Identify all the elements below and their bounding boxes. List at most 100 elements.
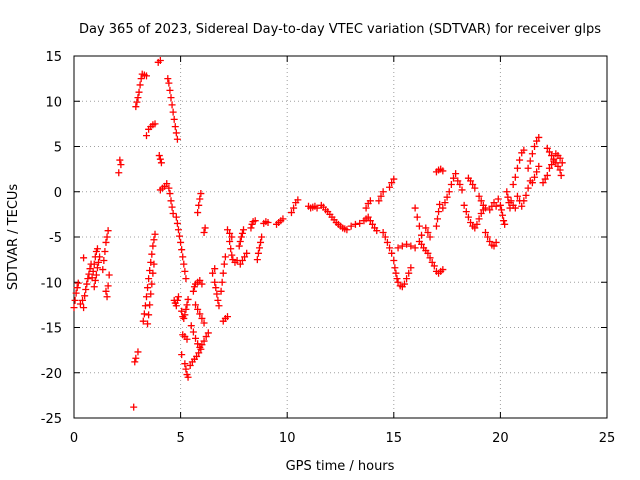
data-point: [418, 240, 426, 248]
y-tick-labels: -25 -20 -15 -10 -5 0 5 10 15: [41, 50, 62, 427]
data-point: [507, 197, 515, 205]
data-point: [531, 143, 539, 150]
data-point: [413, 213, 421, 221]
data-point: [477, 197, 485, 205]
data-point: [467, 177, 475, 185]
data-point: [224, 313, 232, 321]
data-point: [422, 224, 430, 232]
data-point: [236, 260, 244, 268]
data-point: [80, 304, 88, 312]
data-point: [375, 197, 383, 205]
data-point: [535, 133, 543, 141]
data-point: [169, 108, 177, 116]
data-point: [501, 220, 509, 228]
data-point: [116, 156, 124, 164]
data-point: [172, 213, 180, 221]
data-point: [356, 219, 364, 227]
y-tick-label: -5: [49, 231, 62, 246]
data-point: [528, 179, 536, 187]
data-point: [439, 204, 447, 212]
data-point: [100, 257, 108, 265]
data-point: [531, 173, 539, 181]
data-point: [219, 269, 227, 277]
data-point: [524, 164, 532, 172]
data-point: [238, 257, 246, 265]
data-point: [165, 184, 173, 192]
data-point: [194, 209, 202, 217]
data-point: [92, 271, 100, 279]
data-point: [180, 260, 188, 268]
data-point: [469, 181, 477, 189]
data-point: [196, 276, 204, 284]
data-point: [192, 301, 200, 309]
data-point: [96, 253, 104, 261]
data-point: [147, 290, 155, 298]
data-point: [394, 244, 402, 252]
data-point: [81, 292, 89, 300]
data-point: [139, 317, 147, 325]
data-point: [504, 193, 512, 201]
data-point: [503, 188, 511, 196]
data-point: [426, 254, 434, 262]
data-point: [181, 360, 189, 368]
data-point: [167, 94, 175, 102]
data-point: [254, 249, 262, 257]
data-point: [136, 81, 144, 89]
data-point: [471, 184, 479, 192]
y-tick-label: 15: [45, 50, 62, 65]
data-point: [211, 278, 219, 286]
data-point: [492, 238, 500, 246]
data-point: [99, 266, 107, 274]
y-tick-label: 10: [45, 95, 62, 110]
data-point: [386, 244, 394, 252]
data-point: [226, 238, 234, 246]
data-point: [386, 183, 394, 191]
data-point: [102, 238, 110, 246]
data-point: [189, 328, 197, 336]
data-point: [418, 231, 426, 239]
data-point: [247, 224, 255, 232]
data-point: [227, 245, 235, 253]
data-point: [290, 204, 298, 212]
data-point: [464, 213, 472, 221]
data-point: [264, 219, 272, 227]
data-point: [84, 275, 92, 283]
data-point: [224, 226, 232, 234]
data-point: [165, 79, 173, 87]
data-point: [545, 148, 553, 156]
data-point: [522, 191, 530, 199]
data-point: [533, 137, 541, 145]
data-point: [390, 175, 398, 183]
data-point: [257, 238, 265, 246]
data-point: [509, 181, 517, 189]
data-point: [104, 282, 112, 290]
data-point: [172, 302, 180, 310]
data-point: [196, 195, 204, 203]
data-point: [164, 75, 172, 83]
data-point: [343, 226, 351, 234]
data-point: [104, 227, 112, 235]
data-point: [279, 215, 287, 223]
data-point: [182, 305, 190, 313]
data-point: [255, 244, 263, 252]
data-point: [426, 233, 434, 241]
data-point: [89, 267, 97, 275]
data-point: [500, 217, 508, 225]
data-point: [146, 301, 154, 309]
data-point: [103, 233, 111, 241]
data-point: [90, 283, 98, 291]
data-point: [524, 184, 532, 192]
data-point: [556, 154, 564, 162]
data-point: [134, 348, 142, 356]
data-point: [407, 264, 415, 272]
data-point: [184, 295, 192, 303]
data-point: [477, 209, 485, 217]
data-point: [458, 186, 466, 194]
y-tick-label: -10: [41, 276, 62, 291]
data-point: [134, 94, 142, 102]
data-point: [403, 275, 411, 283]
data-point: [294, 196, 302, 204]
data-point: [142, 293, 150, 301]
